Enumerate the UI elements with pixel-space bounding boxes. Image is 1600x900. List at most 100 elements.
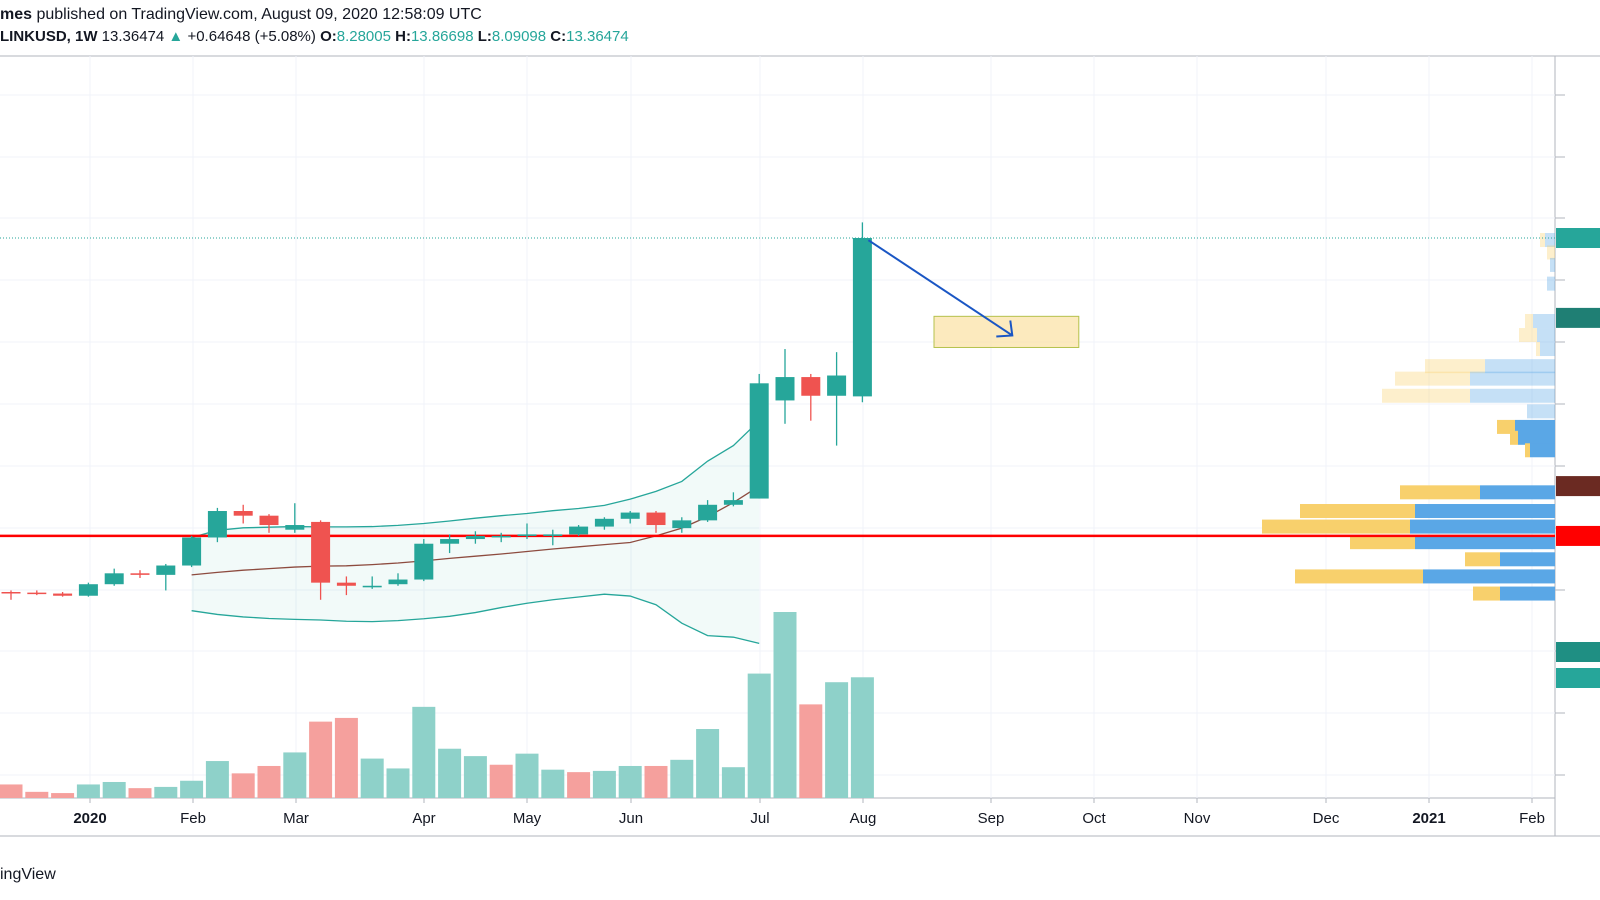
volume-bar (644, 765, 668, 798)
volume-histogram (0, 612, 874, 798)
low-value: 8.09098 (491, 28, 547, 45)
candle-body (78, 584, 98, 596)
volume-bar (567, 772, 591, 798)
time-tick-label: Jul (750, 810, 769, 827)
volume-profile-up-bar (1518, 430, 1555, 445)
published-text: published on TradingView.com, August 09,… (32, 6, 482, 23)
volume-profile-down-bar (1519, 328, 1537, 343)
volume-profile-up-bar (1515, 419, 1555, 434)
candle-body (852, 238, 872, 397)
drawings (867, 239, 1080, 348)
candle-body (207, 511, 227, 538)
ohlc-legend: LINKUSD, 1W 13.36474 ▲ +0.64648 (+5.08%)… (0, 28, 629, 45)
time-tick-label: Nov (1184, 810, 1211, 827)
volume-bar (51, 793, 75, 798)
last-price: 13.36474 (101, 28, 165, 45)
candle-body (620, 512, 640, 519)
volume-bar (257, 765, 281, 798)
low-label: L: (477, 28, 492, 45)
price-scale-marker (1556, 228, 1600, 248)
volume-profile-down-bar (1525, 443, 1530, 458)
volume-profile-down-bar (1295, 569, 1423, 584)
high-value: 13.86698 (410, 28, 474, 45)
price-scale-marker (1556, 525, 1600, 546)
volume-bar (25, 791, 49, 798)
candle-body (698, 504, 718, 521)
candle-body (27, 592, 47, 595)
target-zone-box (933, 315, 1080, 348)
volume-profile-down-bar (1473, 586, 1500, 601)
volume-bar (283, 752, 307, 798)
volume-bar (0, 784, 23, 798)
reference-lines (0, 237, 1555, 538)
volume-profile-down-bar (1536, 342, 1540, 357)
volume-profile-down-bar (1510, 430, 1518, 445)
volume-profile-up-bar (1423, 569, 1555, 584)
candle-body (182, 537, 202, 566)
time-tick-label: Apr (412, 810, 435, 827)
candle-body (156, 565, 176, 575)
tradingview-brand[interactable]: ingView (0, 866, 56, 883)
volume-bar (76, 784, 100, 798)
volume-bar (386, 768, 410, 798)
volume-profile-up-bar (1410, 519, 1555, 534)
time-tick-label: Jun (619, 810, 643, 827)
candle-body (362, 585, 382, 588)
author-name[interactable]: mes (0, 6, 33, 23)
volume-bar (489, 764, 513, 798)
volume-bar (747, 673, 771, 798)
chart-header: mes published on TradingView.com, August… (0, 0, 1600, 56)
volume-bar (154, 786, 178, 798)
candle-body (130, 573, 150, 575)
volume-bar (618, 765, 642, 798)
close-value: 13.36474 (566, 28, 629, 45)
close-label: C: (550, 28, 567, 45)
volume-profile-up-bar (1415, 535, 1555, 550)
time-tick-label: Dec (1313, 810, 1340, 827)
candle-body (594, 518, 614, 527)
volume-bar (334, 717, 358, 798)
volume-profile-up-bar (1530, 443, 1555, 458)
open-value: 8.28005 (336, 28, 391, 45)
candle-body (311, 521, 331, 583)
volume-bar (231, 773, 255, 798)
volume-profile-up-bar (1540, 342, 1555, 357)
candle-body (1, 592, 21, 594)
volume-bar (515, 753, 539, 798)
volume-profile-down-bar (1547, 245, 1555, 260)
price-change: +0.64648 (+5.08%) (187, 28, 316, 45)
volume-profile-up-bar (1480, 485, 1555, 500)
symbol-interval[interactable]: LINKUSD, 1W (0, 28, 98, 45)
time-tick-label: Aug (850, 810, 877, 827)
candle-body (723, 500, 743, 505)
volume-scale-marker (1556, 642, 1600, 662)
time-tick-label: 2021 (1412, 810, 1445, 827)
time-tick-label: Mar (283, 810, 309, 827)
price-scale-marker (1556, 307, 1600, 328)
volume-profile-up-bar (1415, 504, 1555, 519)
candle-body (465, 535, 485, 540)
volume-profile-up-bar (1500, 586, 1555, 601)
volume-bar (799, 704, 823, 798)
time-tick-label: Oct (1082, 810, 1106, 827)
projection-arrow-shaft (867, 239, 1013, 337)
price-scale-marker (1556, 476, 1600, 497)
volume-bar (102, 781, 126, 798)
candle-body (827, 375, 847, 396)
high-label: H: (395, 28, 411, 45)
volume-scale-marker (1556, 668, 1600, 688)
volume-profile-down-bar (1465, 552, 1500, 567)
volume-profile-down-bar (1262, 519, 1410, 534)
volume-profile-up-bar (1547, 276, 1555, 291)
volume-profile-down-bar (1350, 535, 1415, 550)
volume-bar (128, 788, 152, 798)
volume-bar (721, 767, 745, 798)
volume-bar (541, 769, 565, 798)
candle-body (388, 579, 408, 585)
candle-body (336, 582, 356, 586)
volume-bar (412, 706, 436, 798)
volume-profile-up-bar (1470, 371, 1555, 386)
volume-profile-down-bar (1400, 485, 1480, 500)
volume-bar (463, 756, 487, 798)
